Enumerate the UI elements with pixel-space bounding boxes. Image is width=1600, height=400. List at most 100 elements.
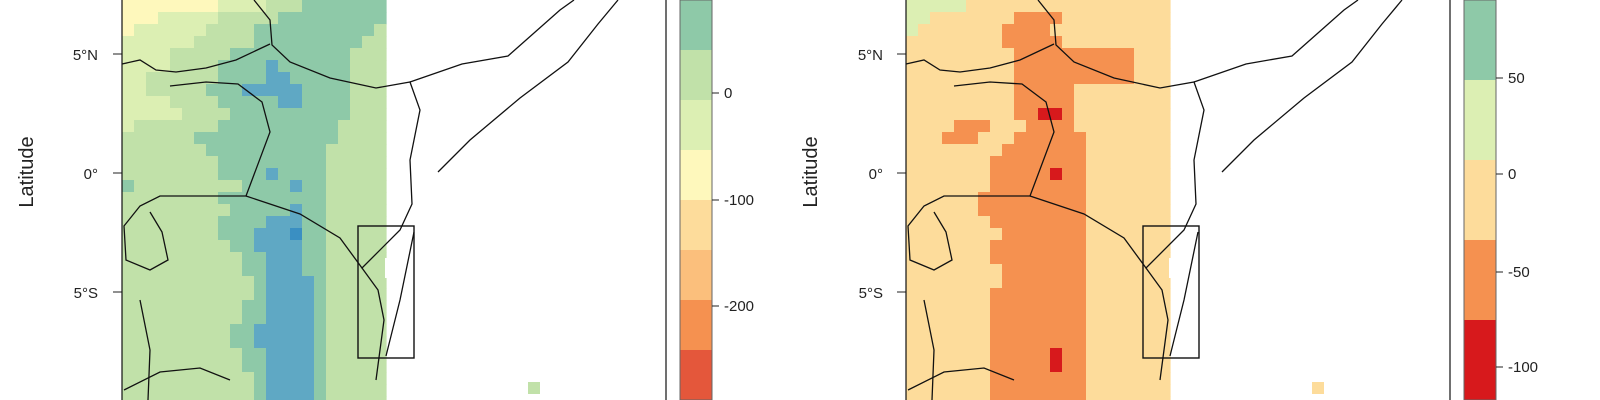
grid-cell — [146, 228, 159, 241]
grid-cell — [242, 396, 255, 400]
grid-cell — [1038, 48, 1051, 61]
grid-cell — [1074, 132, 1087, 145]
grid-cell — [242, 252, 255, 265]
grid-cell — [254, 24, 267, 37]
grid-cell — [146, 108, 159, 121]
grid-cell — [1038, 300, 1051, 313]
grid-cell — [206, 228, 219, 241]
grid-cell — [978, 132, 991, 145]
grid-cell — [194, 228, 207, 241]
grid-cell — [170, 36, 183, 49]
grid-cell — [194, 288, 207, 301]
grid-cell — [278, 156, 291, 169]
grid-cell — [1062, 216, 1075, 229]
grid-cell — [1122, 24, 1135, 37]
grid-cell — [266, 264, 279, 277]
grid-cell — [278, 72, 291, 85]
grid-cell — [302, 96, 315, 109]
grid-cell — [1050, 228, 1063, 241]
grid-cell — [254, 216, 267, 229]
grid-cell — [978, 0, 991, 13]
grid-cell — [918, 12, 931, 25]
grid-cell — [1098, 96, 1111, 109]
grid-cell — [218, 48, 231, 61]
grid-cell — [206, 360, 219, 373]
grid-cell — [254, 60, 267, 73]
grid-cell — [182, 0, 195, 13]
grid-cell — [194, 36, 207, 49]
grid-cell — [302, 180, 315, 193]
grid-cell — [1074, 276, 1087, 289]
grid-cell — [326, 336, 339, 349]
grid-cell — [146, 120, 159, 133]
grid-cell — [1038, 144, 1051, 157]
grid-cell — [1134, 216, 1147, 229]
grid-cell — [978, 36, 991, 49]
grid-cell — [918, 168, 931, 181]
grid-cell — [338, 132, 351, 145]
grid-cell — [954, 84, 967, 97]
grid-cell — [954, 276, 967, 289]
grid-cell — [942, 228, 955, 241]
grid-cell — [1074, 312, 1087, 325]
grid-cell — [206, 144, 219, 157]
grid-cell — [906, 96, 919, 109]
grid-cell — [254, 264, 267, 277]
grid-cell — [1146, 0, 1159, 13]
grid-cell — [1122, 336, 1135, 349]
grid-cell — [242, 288, 255, 301]
grid-cell — [1026, 0, 1039, 13]
grid-cell — [194, 276, 207, 289]
grid-cell — [134, 252, 147, 265]
grid-cell — [362, 360, 375, 373]
grid-cell — [362, 240, 375, 253]
grid-cell — [1110, 276, 1123, 289]
grid-cell — [254, 12, 267, 25]
grid-cell — [978, 48, 991, 61]
grid-cell — [1146, 144, 1159, 157]
grid-cell — [1002, 384, 1015, 397]
grid-cell — [990, 96, 1003, 109]
grid-cell — [374, 48, 387, 61]
grid-cell — [230, 336, 243, 349]
grid-cell — [158, 60, 171, 73]
grid-cell — [182, 24, 195, 37]
grid-cell — [278, 108, 291, 121]
legend-tick-label: -100 — [724, 192, 754, 209]
grid-cell — [314, 348, 327, 361]
grid-cell — [302, 204, 315, 217]
grid-cell — [978, 204, 991, 217]
grid-cell — [302, 120, 315, 133]
grid-cell — [1122, 252, 1135, 265]
grid-cell — [1074, 156, 1087, 169]
grid-cell — [906, 24, 919, 37]
grid-cell — [906, 0, 919, 13]
grid-cell — [242, 108, 255, 121]
grid-cell — [254, 288, 267, 301]
grid-cell — [338, 396, 351, 400]
grid-cell — [266, 360, 279, 373]
grid-cell — [158, 324, 171, 337]
grid-cell — [1014, 96, 1027, 109]
legend-swatch — [680, 100, 712, 151]
grid-cell — [158, 84, 171, 97]
grid-cell — [278, 84, 291, 97]
grid-cell — [326, 312, 339, 325]
grid-cell — [990, 108, 1003, 121]
grid-cell — [146, 0, 159, 13]
grid-cell — [326, 84, 339, 97]
grid-cell — [990, 312, 1003, 325]
grid-cell — [1110, 96, 1123, 109]
grid-cell — [966, 24, 979, 37]
grid-cell — [374, 216, 387, 229]
grid-cell — [978, 324, 991, 337]
grid-cell — [1158, 336, 1171, 349]
grid-cell — [206, 216, 219, 229]
grid-cell — [302, 396, 315, 400]
grid-cell — [314, 384, 327, 397]
grid-cell — [990, 48, 1003, 61]
grid-cell — [1038, 228, 1051, 241]
grid-cell — [1146, 396, 1159, 400]
grid-cell — [978, 384, 991, 397]
grid-cell — [350, 180, 363, 193]
